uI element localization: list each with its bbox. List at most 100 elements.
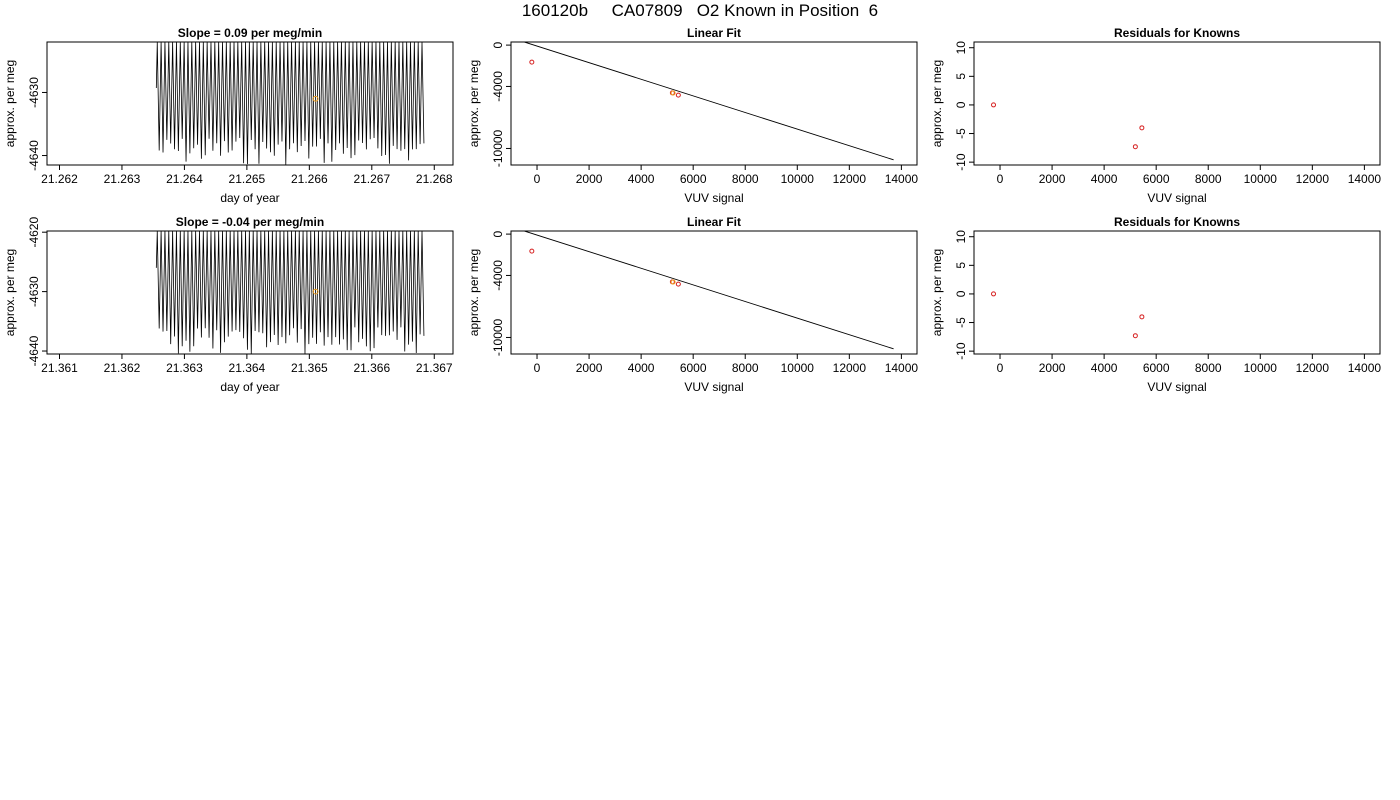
- chart-panel-1: Slope = 0.09 per meg/min 21.262 21.263 21.2…: [3, 26, 454, 205]
- y-tick-label: 10: [954, 230, 968, 244]
- chart-title: Linear Fit: [687, 26, 741, 40]
- plot-frame: [973, 230, 1381, 355]
- y-axis-label: approx. per meg: [930, 60, 944, 147]
- x-tick-label: 21.263: [104, 172, 141, 186]
- data-point: [675, 92, 681, 98]
- x-tick-label: 12000: [1296, 172, 1330, 186]
- x-tick-label: 0: [534, 172, 541, 186]
- data-point: [1132, 333, 1138, 339]
- y-tick-label: -10: [954, 342, 968, 360]
- plot-area: [991, 291, 1145, 339]
- plot-frame: [46, 41, 454, 166]
- series-line: [155, 42, 425, 165]
- x-tick-label: 8000: [732, 361, 759, 375]
- x-tick-label: 0: [534, 361, 541, 375]
- x-tick-label: 21.262: [41, 172, 78, 186]
- data-point: [991, 291, 997, 297]
- x-tick-label: 6000: [680, 172, 707, 186]
- data-point: [1139, 125, 1145, 131]
- plot-frame: [46, 230, 454, 355]
- plot-frame: [973, 41, 1381, 166]
- y-tick-label: -4630: [27, 276, 41, 307]
- y-tick-label: -4620: [27, 217, 41, 248]
- data-point: [1139, 314, 1145, 320]
- plot-area: [991, 102, 1145, 150]
- x-tick-label: 6000: [1143, 172, 1170, 186]
- x-tick-label: 10000: [1244, 172, 1278, 186]
- x-tick-label: 21.364: [229, 361, 266, 375]
- data-point: [675, 281, 681, 287]
- x-tick-label: 0: [997, 172, 1004, 186]
- y-tick-label: -4630: [27, 77, 41, 108]
- x-tick-label: 8000: [1195, 172, 1222, 186]
- y-axis-label: approx. per meg: [467, 60, 481, 147]
- x-tick-label: 8000: [732, 172, 759, 186]
- y-tick-label: -4640: [27, 335, 41, 366]
- x-tick-label: 12000: [1296, 361, 1330, 375]
- data-point: [529, 59, 535, 65]
- chart-title: Linear Fit: [687, 215, 741, 229]
- plot-area: [155, 42, 425, 165]
- y-tick-label: 5: [954, 262, 968, 269]
- y-tick-label: -4640: [27, 140, 41, 171]
- highlight-point: [312, 95, 319, 102]
- x-tick-label: 10000: [1244, 361, 1278, 375]
- x-tick-label: 0: [997, 361, 1004, 375]
- x-tick-label: 21.367: [416, 361, 453, 375]
- highlight-point: [312, 288, 319, 295]
- x-axis-label: VUV signal: [1147, 380, 1206, 394]
- series-line: [155, 231, 425, 354]
- x-tick-label: 8000: [1195, 361, 1222, 375]
- y-tick-label: 0: [491, 230, 505, 237]
- x-tick-label: 2000: [1039, 361, 1066, 375]
- y-tick-label: 10: [954, 41, 968, 55]
- x-tick-label: 14000: [885, 172, 919, 186]
- y-tick-label: -10000: [491, 318, 505, 356]
- x-axis-label: VUV signal: [684, 380, 743, 394]
- data-point: [670, 90, 676, 96]
- x-axis-label: VUV signal: [684, 191, 743, 205]
- y-tick-label: -5: [954, 317, 968, 328]
- chart-panel-4: Slope = -0.04 per meg/min 21.361 21.362 21.…: [3, 215, 454, 394]
- x-tick-label: 6000: [680, 361, 707, 375]
- data-point: [991, 102, 997, 108]
- x-tick-label: 21.265: [229, 172, 266, 186]
- x-axis-label: day of year: [220, 191, 279, 205]
- y-tick-label: 0: [491, 41, 505, 48]
- y-tick-label: 0: [954, 290, 968, 297]
- chart-title: Slope = 0.09 per meg/min: [178, 26, 322, 40]
- plot-frame: [510, 41, 918, 166]
- x-tick-label: 14000: [1348, 172, 1382, 186]
- x-tick-label: 21.266: [291, 172, 328, 186]
- y-tick-label: -4000: [491, 71, 505, 102]
- x-tick-label: 4000: [1091, 172, 1118, 186]
- data-point: [529, 248, 535, 254]
- x-axis-label: VUV signal: [1147, 191, 1206, 205]
- x-tick-label: 4000: [628, 172, 655, 186]
- x-tick-label: 21.365: [291, 361, 328, 375]
- y-axis-label: approx. per meg: [3, 249, 17, 336]
- y-tick-label: -10000: [491, 129, 505, 167]
- x-tick-label: 4000: [628, 361, 655, 375]
- x-tick-label: 4000: [1091, 361, 1118, 375]
- page-title: 160120b CA07809 O2 Known in Position 6: [521, 1, 879, 20]
- y-axis-label: approx. per meg: [467, 249, 481, 336]
- x-tick-label: 21.267: [353, 172, 390, 186]
- chart-title: Residuals for Knowns: [1114, 215, 1240, 229]
- plot-area: [523, 42, 894, 161]
- fit-line: [523, 42, 894, 161]
- x-tick-label: 12000: [833, 172, 867, 186]
- x-tick-label: 12000: [833, 361, 867, 375]
- y-axis-label: approx. per meg: [3, 60, 17, 147]
- fit-line: [523, 231, 894, 350]
- data-point: [670, 279, 676, 285]
- chart-panel-5: Linear Fit 0 2000 4000 6000 8000 10000 12000 140…: [467, 215, 918, 394]
- chart-title: Residuals for Knowns: [1114, 26, 1240, 40]
- x-axis-label: day of year: [220, 380, 279, 394]
- data-point: [1132, 144, 1138, 150]
- x-tick-label: 6000: [1143, 361, 1170, 375]
- x-tick-label: 14000: [1348, 361, 1382, 375]
